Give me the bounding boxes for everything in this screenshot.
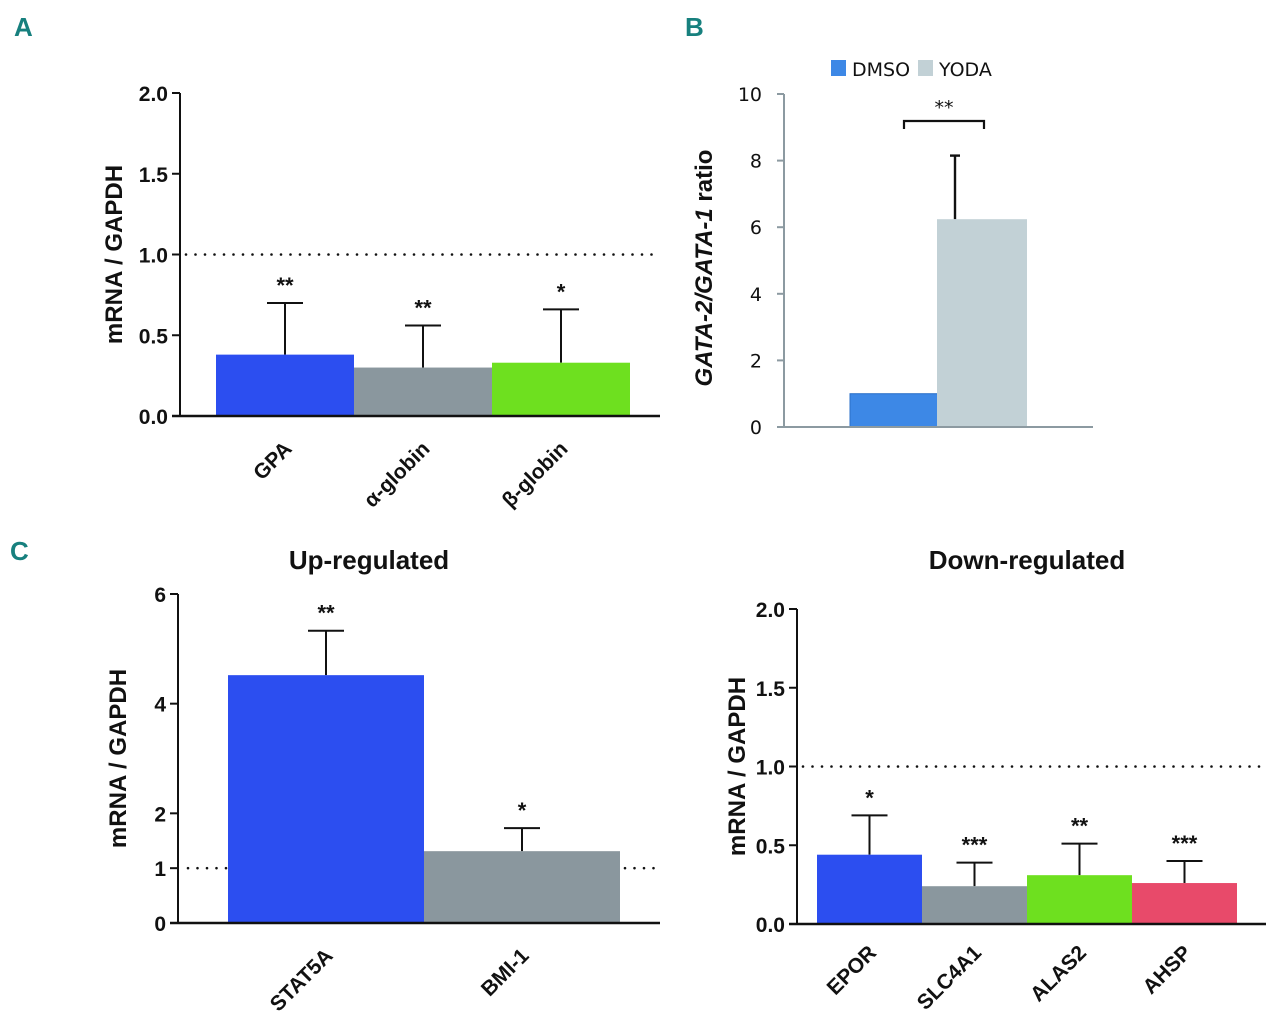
significance-label: ** [414,296,432,321]
y-axis-title: mRNA / GAPDH [724,677,751,856]
legend: DMSO YODA [831,59,992,81]
chart-c-down: Down-regulated * EPOR *** SLC4A1 ** ALAS2 *** AH… [724,545,1268,1014]
bar-ahsp [1132,883,1237,924]
y-tick-label: 2.0 [756,599,785,622]
category-label: STAT5A [266,944,338,1016]
category-label: α-globin [360,437,435,512]
y-axis-title: GATA-2/GATA-1 ratio [691,150,718,387]
significance-label: * [865,785,874,810]
y-tick-label: 10 [738,84,762,106]
chart-title: Down-regulated [929,545,1125,575]
chart-a: ** GPA ** α-globin * β-globin 0.0 0.5 1.0 1.5 2.0 m… [101,83,662,512]
y-tick-label: 0.5 [756,835,786,858]
bar-alas2 [1027,875,1132,924]
category-label: GPA [249,437,296,484]
legend-label-yoda: YODA [938,59,992,81]
y-tick-label: 0.0 [139,406,168,429]
category-label: ALAS2 [1026,941,1091,1006]
y-tick-label: 1 [154,858,166,881]
legend-swatch-dmso [831,60,846,76]
significance-label: ** [935,97,954,119]
significance-label: ** [276,273,294,298]
y-tick-label: 0.5 [139,325,169,348]
y-axis-title-italic: GATA-2/GATA-1 [691,208,718,386]
significance-label: ** [317,601,335,626]
chart-b: DMSO YODA ** 0 2 4 6 8 10 GATA-2/GATA-1 ratio [691,59,1093,439]
category-label: AHSP [1139,941,1197,999]
y-axis-title-suffix: ratio [691,150,718,209]
y-tick-label: 2 [750,350,762,372]
bar-gpa [216,354,354,416]
category-label: β-globin [498,437,573,512]
y-tick-label: 1.5 [139,164,169,187]
legend-swatch-yoda [918,60,933,76]
significance-bracket [902,119,986,129]
bar-stat5a [228,675,424,923]
significance-label: * [518,798,527,823]
y-tick-label: 0 [154,913,166,936]
y-tick-label: 6 [750,217,762,239]
significance-label: *** [1172,831,1198,856]
significance-label: * [557,279,566,304]
y-tick-label: 1.5 [756,678,786,701]
y-axis-title: mRNA / GAPDH [105,669,132,848]
y-tick-label: 1.0 [756,757,785,780]
category-label: SLC4A1 [913,941,986,1014]
bar-slc4a1 [922,886,1027,924]
category-label: BMI-1 [477,944,534,1001]
y-tick-label: 4 [750,284,762,306]
category-label: EPOR [823,941,881,999]
bar--globin [354,367,492,416]
bar-bmi-1 [424,851,620,923]
y-tick-label: 2.0 [139,83,168,106]
bar-dmso [849,393,939,428]
bar-yoda [937,219,1027,427]
panel-label-b: B [685,12,704,42]
legend-label-dmso: DMSO [852,59,910,81]
chart-title: Up-regulated [289,545,449,575]
significance-label: ** [1071,814,1089,839]
y-axis-title: mRNA / GAPDH [101,165,128,344]
significance-label: *** [962,833,988,858]
bar-epor [817,854,922,924]
panel-label-a: A [14,12,33,42]
bar--globin [492,362,630,416]
y-tick-label: 8 [750,151,762,173]
y-tick-label: 0.0 [756,914,785,937]
y-tick-label: 0 [750,417,762,439]
panel-label-c: C [10,536,29,566]
y-tick-label: 1.0 [139,245,168,268]
y-tick-label: 2 [154,803,166,826]
chart-c-up: Up-regulated ** STAT5A * BMI-1 0 1 2 4 6 mRNA / GA… [105,545,662,1016]
y-tick-label: 6 [154,584,166,607]
y-tick-label: 4 [154,694,166,717]
